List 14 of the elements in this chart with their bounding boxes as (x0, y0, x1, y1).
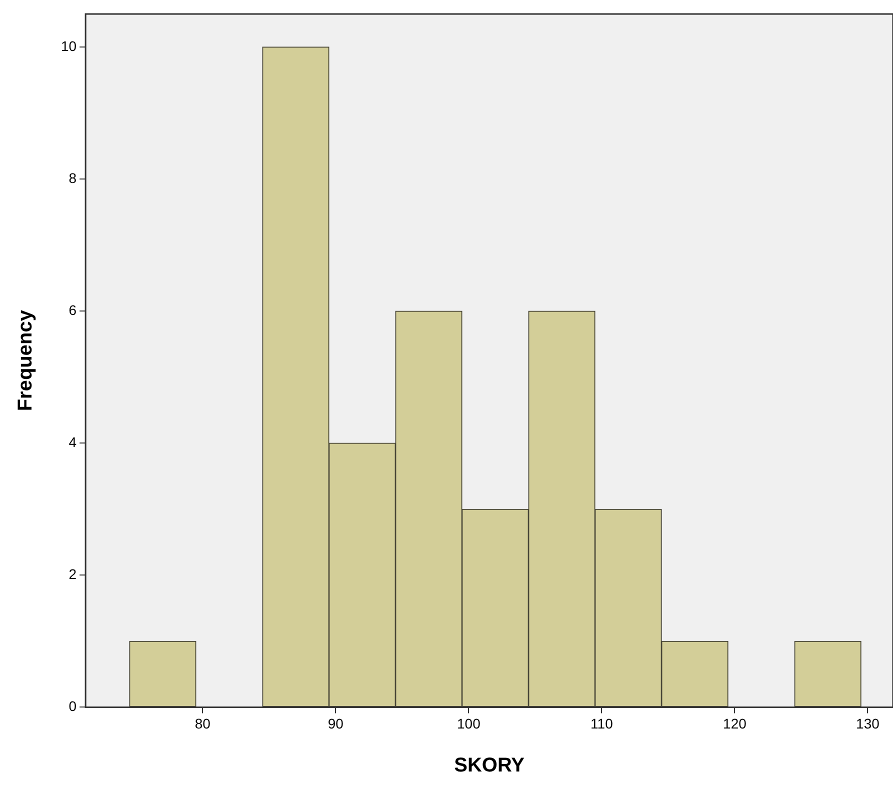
y-tick-label: 6 (68, 302, 77, 318)
y-tick-label: 0 (68, 698, 77, 714)
x-tick-label: 100 (456, 715, 481, 732)
y-tick-label: 4 (68, 434, 77, 450)
x-tick-label: 130 (856, 715, 880, 732)
x-tick-label: 110 (590, 715, 614, 732)
y-axis-title: Frequency (14, 309, 37, 412)
y-tick-label: 2 (68, 566, 77, 582)
x-tick-label: 120 (723, 715, 747, 732)
y-tick-label: 8 (68, 170, 77, 186)
x-tick-label: 90 (328, 715, 344, 732)
x-tick-label: 80 (194, 715, 211, 732)
x-axis-title: SKORY (454, 754, 526, 777)
y-tick-label: 10 (60, 38, 77, 54)
